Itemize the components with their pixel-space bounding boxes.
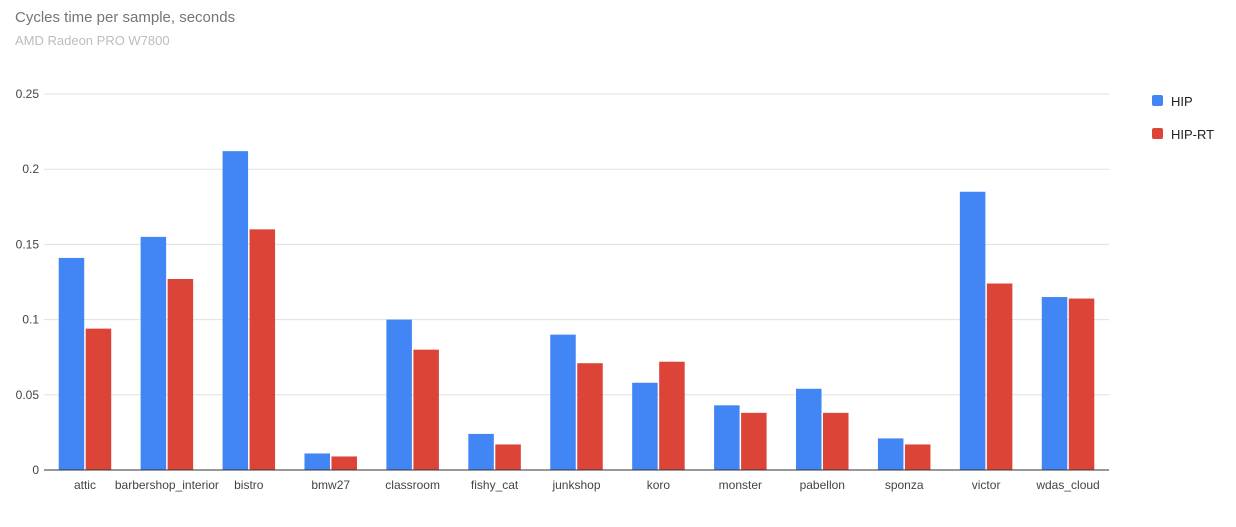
bar-hip-rt-barbershop-interior bbox=[167, 278, 194, 470]
bars bbox=[58, 151, 1095, 471]
bar-hip-rt-classroom bbox=[413, 349, 439, 470]
x-tick-label: classroom bbox=[385, 478, 440, 492]
x-tick-label: victor bbox=[972, 478, 1001, 492]
chart-subtitle: AMD Radeon PRO W7800 bbox=[15, 33, 170, 48]
bar-hip-sponza bbox=[877, 438, 904, 470]
bar-hip-rt-bmw27 bbox=[331, 456, 357, 470]
x-tick-label: pabellon bbox=[800, 478, 845, 492]
bar-hip-bistro bbox=[222, 151, 249, 471]
bar-hip-rt-junkshop bbox=[577, 363, 603, 470]
x-axis-ticks: attic barbershop_interior bistro bmw27 class… bbox=[74, 478, 1100, 492]
x-tick-label: fishy_cat bbox=[471, 478, 519, 492]
bar-hip-barbershop-interior bbox=[140, 236, 167, 470]
x-tick-label: bistro bbox=[234, 478, 264, 492]
bar-hip-monster bbox=[714, 405, 740, 470]
y-tick-label: 0.1 bbox=[22, 313, 39, 327]
legend-label: HIP bbox=[1171, 94, 1193, 109]
bar-hip-pabellon bbox=[796, 388, 822, 470]
y-tick-label: 0.25 bbox=[16, 87, 40, 101]
bar-hip-fishy-cat bbox=[468, 433, 494, 470]
bar-hip-victor bbox=[959, 191, 986, 470]
legend: HIP HIP-RT bbox=[1152, 94, 1214, 142]
y-tick-label: 0.05 bbox=[16, 388, 40, 402]
bar-hip-rt-wdas-cloud bbox=[1068, 298, 1095, 470]
legend-swatch bbox=[1152, 128, 1163, 139]
x-tick-label: sponza bbox=[885, 478, 924, 492]
bar-hip-classroom bbox=[386, 319, 412, 470]
bar-hip-attic bbox=[58, 257, 85, 470]
bar-hip-rt-attic bbox=[85, 328, 112, 470]
bar-hip-junkshop bbox=[550, 334, 576, 470]
bar-hip-rt-fishy-cat bbox=[495, 444, 521, 470]
bar-hip-rt-pabellon bbox=[823, 412, 849, 470]
y-axis-ticks: 0 0.05 0.1 0.15 0.2 0.25 bbox=[16, 87, 40, 477]
legend-label: HIP-RT bbox=[1171, 127, 1214, 142]
y-tick-label: 0.15 bbox=[16, 237, 40, 251]
x-tick-label: koro bbox=[647, 478, 671, 492]
x-tick-label: barbershop_interior bbox=[115, 478, 219, 492]
bar-hip-rt-sponza bbox=[904, 444, 931, 470]
gridlines bbox=[44, 93, 1109, 396]
x-tick-label: bmw27 bbox=[311, 478, 350, 492]
bar-hip-wdas-cloud bbox=[1041, 297, 1068, 470]
bar-hip-rt-monster bbox=[741, 412, 767, 470]
bar-hip-rt-victor bbox=[986, 283, 1013, 470]
x-tick-label: wdas_cloud bbox=[1035, 478, 1099, 492]
bar-hip-koro bbox=[632, 382, 658, 470]
chart-title: Cycles time per sample, seconds bbox=[15, 9, 236, 26]
x-tick-label: monster bbox=[719, 478, 762, 492]
y-tick-label: 0 bbox=[32, 463, 39, 477]
bar-hip-bmw27 bbox=[304, 453, 330, 470]
bar-hip-rt-koro bbox=[659, 361, 685, 470]
bar-hip-rt-bistro bbox=[249, 229, 276, 470]
x-tick-label: attic bbox=[74, 478, 96, 492]
x-tick-label: junkshop bbox=[551, 478, 600, 492]
legend-swatch bbox=[1152, 95, 1163, 106]
y-tick-label: 0.2 bbox=[22, 162, 39, 176]
